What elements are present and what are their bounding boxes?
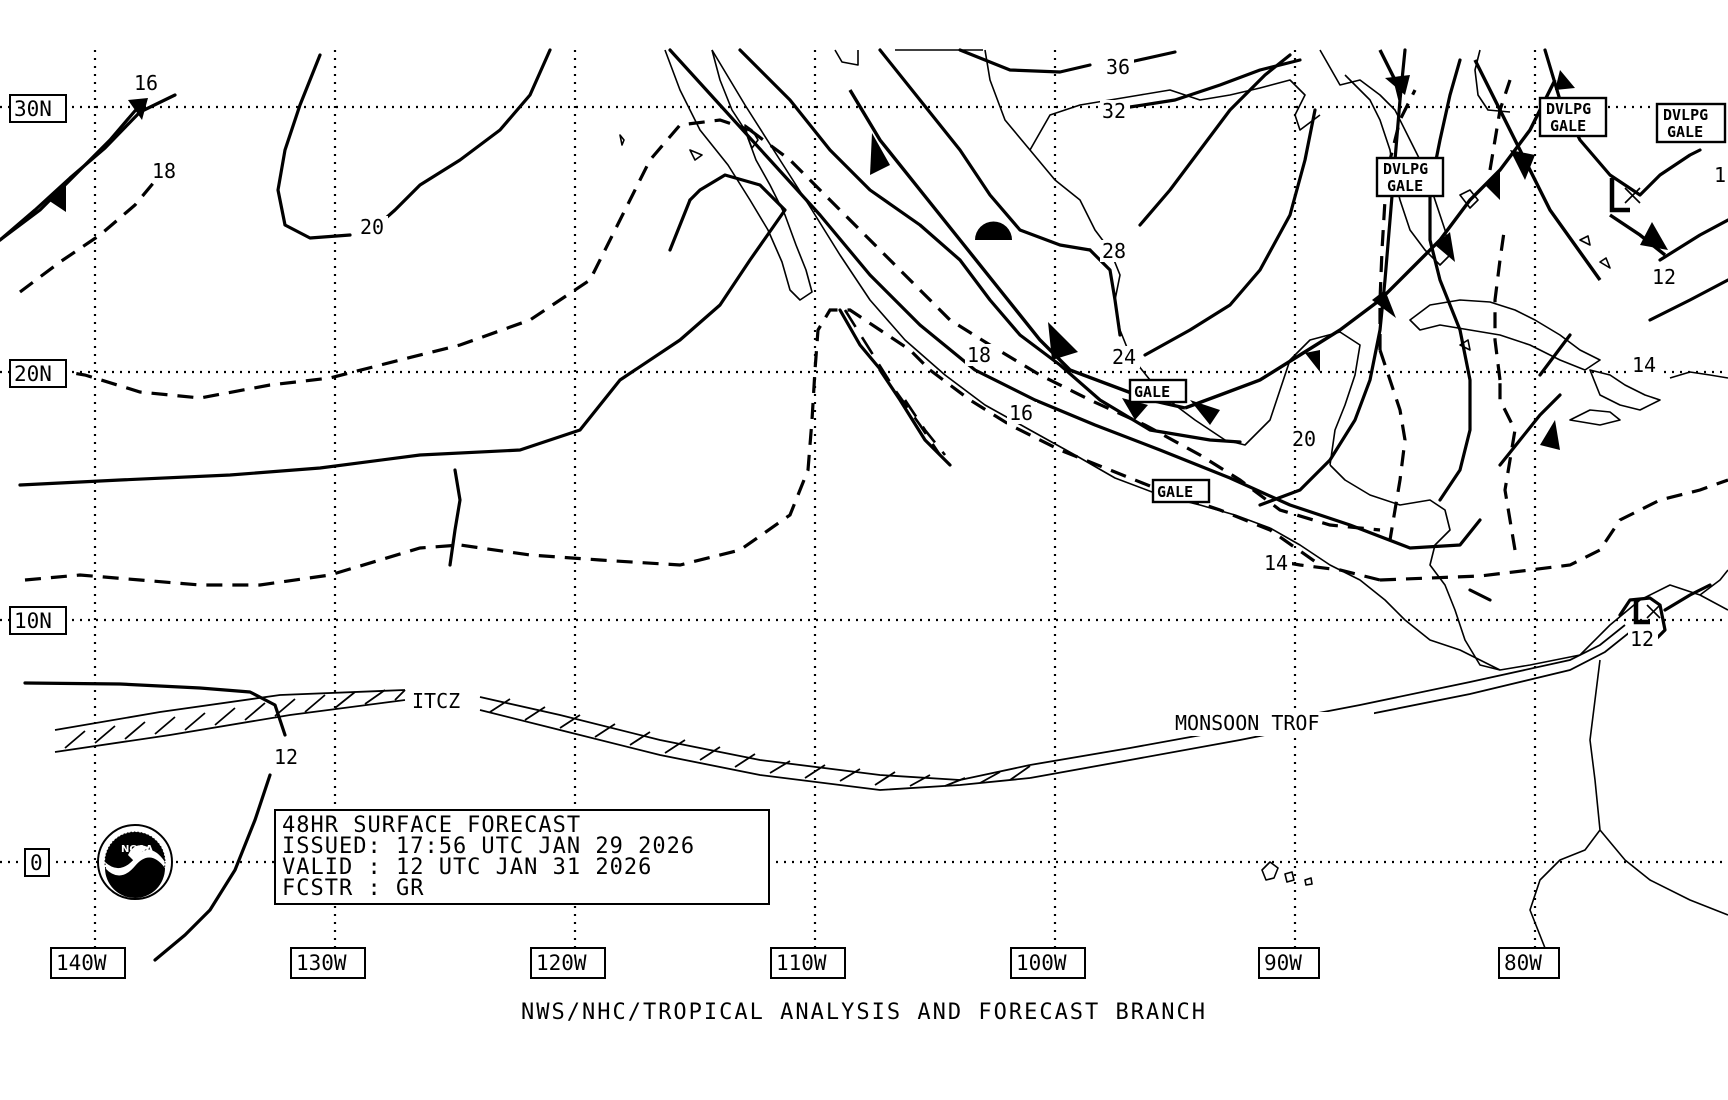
lon-label-130w: 130W	[296, 951, 347, 975]
lon-label-90w: 90W	[1264, 951, 1302, 975]
lat-label-10n: 10N	[14, 609, 52, 633]
svg-text:DVLPG: DVLPG	[1546, 100, 1591, 118]
issued-time: ISSUED: 17:56 UTC JAN 29 2026	[282, 834, 696, 859]
feature-labels: ITCZ MONSOON TROF	[408, 689, 1374, 736]
isobar-label: 12	[1630, 627, 1654, 651]
troughs	[843, 309, 947, 456]
isobar-label: 28	[1102, 239, 1126, 263]
dvlpg-gale-warning-1: DVLPG GALE	[1375, 156, 1445, 198]
itcz-band	[54, 689, 1031, 791]
longitude-labels: 140W 130W 120W 110W 100W 90W 80W	[50, 947, 1560, 979]
gale-warning-1: GALE	[1128, 378, 1188, 404]
isobar-label: 12	[274, 745, 298, 769]
dvlpg-gale-warning-2: DVLPG GALE	[1538, 96, 1608, 138]
svg-text:GALE: GALE	[1387, 177, 1423, 195]
isobars-solid	[0, 48, 1728, 962]
gale-warning-2: GALE	[1151, 478, 1211, 504]
forecast-info-box: 48HR SURFACE FORECAST ISSUED: 17:56 UTC …	[274, 809, 770, 905]
svg-text:DVLPG: DVLPG	[1383, 160, 1428, 178]
lon-label-110w: 110W	[776, 951, 827, 975]
latitude-labels: 30N 20N 10N 0	[9, 94, 67, 877]
isobar-labels: 16 18 20 36 32 28 24 18 16 20 14 12 12 1…	[132, 55, 1728, 769]
isobar-label: 24	[1112, 345, 1136, 369]
isobar-label: 16	[1009, 401, 1033, 425]
valid-time: VALID : 12 UTC JAN 31 2026	[282, 855, 653, 880]
low-pressure-systems	[1609, 178, 1661, 625]
isobars-dashed	[19, 79, 1728, 587]
noaa-logo-icon: NOAA	[97, 824, 173, 900]
monsoon-trough	[1029, 624, 1631, 779]
forecaster: FCSTR : GR	[282, 876, 425, 901]
lat-label-0: 0	[30, 851, 43, 875]
lon-label-100w: 100W	[1016, 951, 1067, 975]
cold-fronts	[848, 49, 1668, 450]
itcz-label: ITCZ	[412, 689, 460, 713]
low-pressure-icon	[1633, 598, 1650, 625]
isobar-label: 14	[1264, 551, 1288, 575]
svg-text:NOAA: NOAA	[121, 844, 153, 855]
isobar-label: 20	[1292, 427, 1316, 451]
isobar-label: 32	[1102, 99, 1126, 123]
svg-text:DVLPG: DVLPG	[1663, 106, 1708, 124]
isobar-label: 18	[152, 159, 176, 183]
low-pressure-icon	[1609, 178, 1630, 213]
svg-text:GALE: GALE	[1667, 123, 1703, 141]
svg-text:GALE: GALE	[1550, 117, 1586, 135]
isobar-label: 18	[967, 343, 991, 367]
isobar-label: 20	[360, 215, 384, 239]
lat-label-20n: 20N	[14, 362, 52, 386]
isobar-label: 12	[1652, 265, 1676, 289]
dvlpg-gale-warning-3: DVLPG GALE	[1655, 102, 1727, 144]
svg-text:GALE: GALE	[1134, 383, 1170, 401]
lon-label-140w: 140W	[56, 951, 107, 975]
lon-label-120w: 120W	[536, 951, 587, 975]
lat-label-30n: 30N	[14, 97, 52, 121]
monsoon-trough-label: MONSOON TROF	[1175, 711, 1320, 735]
svg-text:GALE: GALE	[1157, 483, 1193, 501]
west-front	[0, 93, 177, 242]
lon-label-80w: 80W	[1504, 951, 1542, 975]
forecast-title: 48HR SURFACE FORECAST	[282, 813, 582, 838]
footer-credit: NWS/NHC/TROPICAL ANALYSIS AND FORECAST B…	[520, 1000, 1208, 1025]
warm-front-marker	[975, 221, 1012, 240]
isobar-label: 36	[1106, 55, 1130, 79]
isobar-label: 14	[1632, 353, 1656, 377]
isobar-label: 16	[134, 71, 158, 95]
isobar-label: 1	[1714, 163, 1726, 187]
